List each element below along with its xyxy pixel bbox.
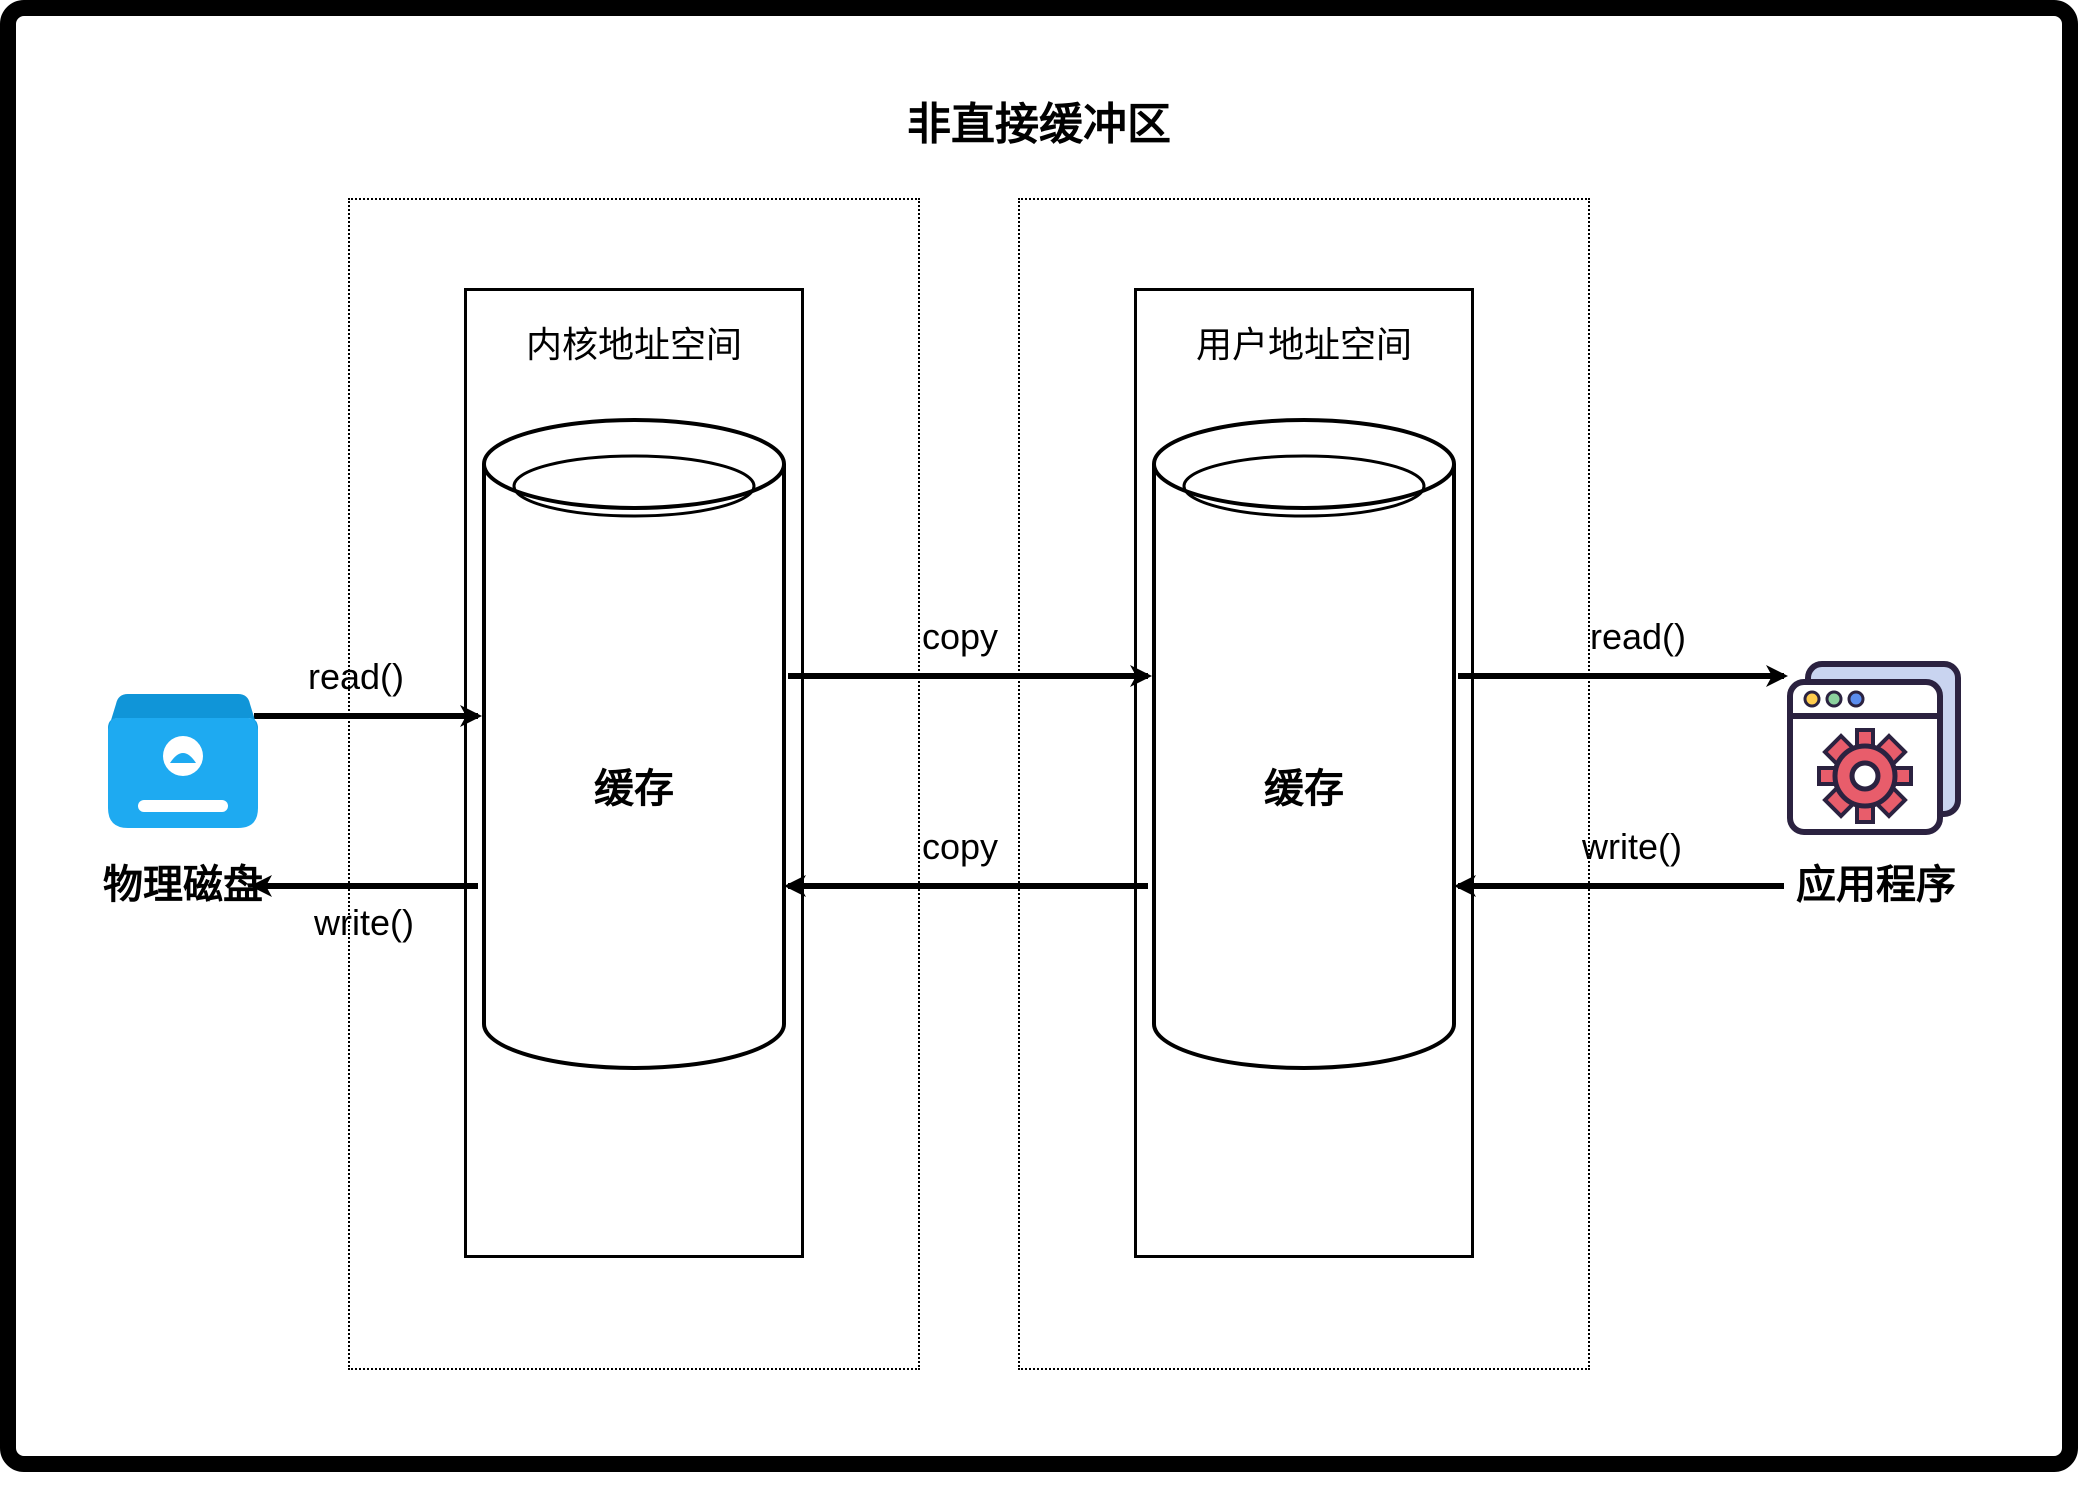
app-icon bbox=[1790, 664, 1958, 832]
user-space-label: 用户地址空间 bbox=[1134, 316, 1474, 368]
app-label: 应用程序 bbox=[1766, 852, 1986, 910]
diagram-frame: 非直接缓冲区 内核地址空间 用户地址空间 bbox=[0, 0, 2078, 1472]
label-read-app: read() bbox=[1590, 616, 1686, 658]
label-read-disk: read() bbox=[308, 656, 404, 698]
label-copy-to-kernel: copy bbox=[922, 826, 998, 868]
label-write-disk: write() bbox=[314, 902, 414, 944]
user-cache-label: 缓存 bbox=[1154, 756, 1454, 814]
diagram-title: 非直接缓冲区 bbox=[16, 88, 2062, 152]
disk-label: 物理磁盘 bbox=[58, 852, 308, 910]
label-copy-to-user: copy bbox=[922, 616, 998, 658]
disk-icon bbox=[108, 694, 258, 828]
kernel-cache-label: 缓存 bbox=[484, 756, 784, 814]
kernel-space-label: 内核地址空间 bbox=[464, 316, 804, 368]
label-write-app: write() bbox=[1582, 826, 1682, 868]
